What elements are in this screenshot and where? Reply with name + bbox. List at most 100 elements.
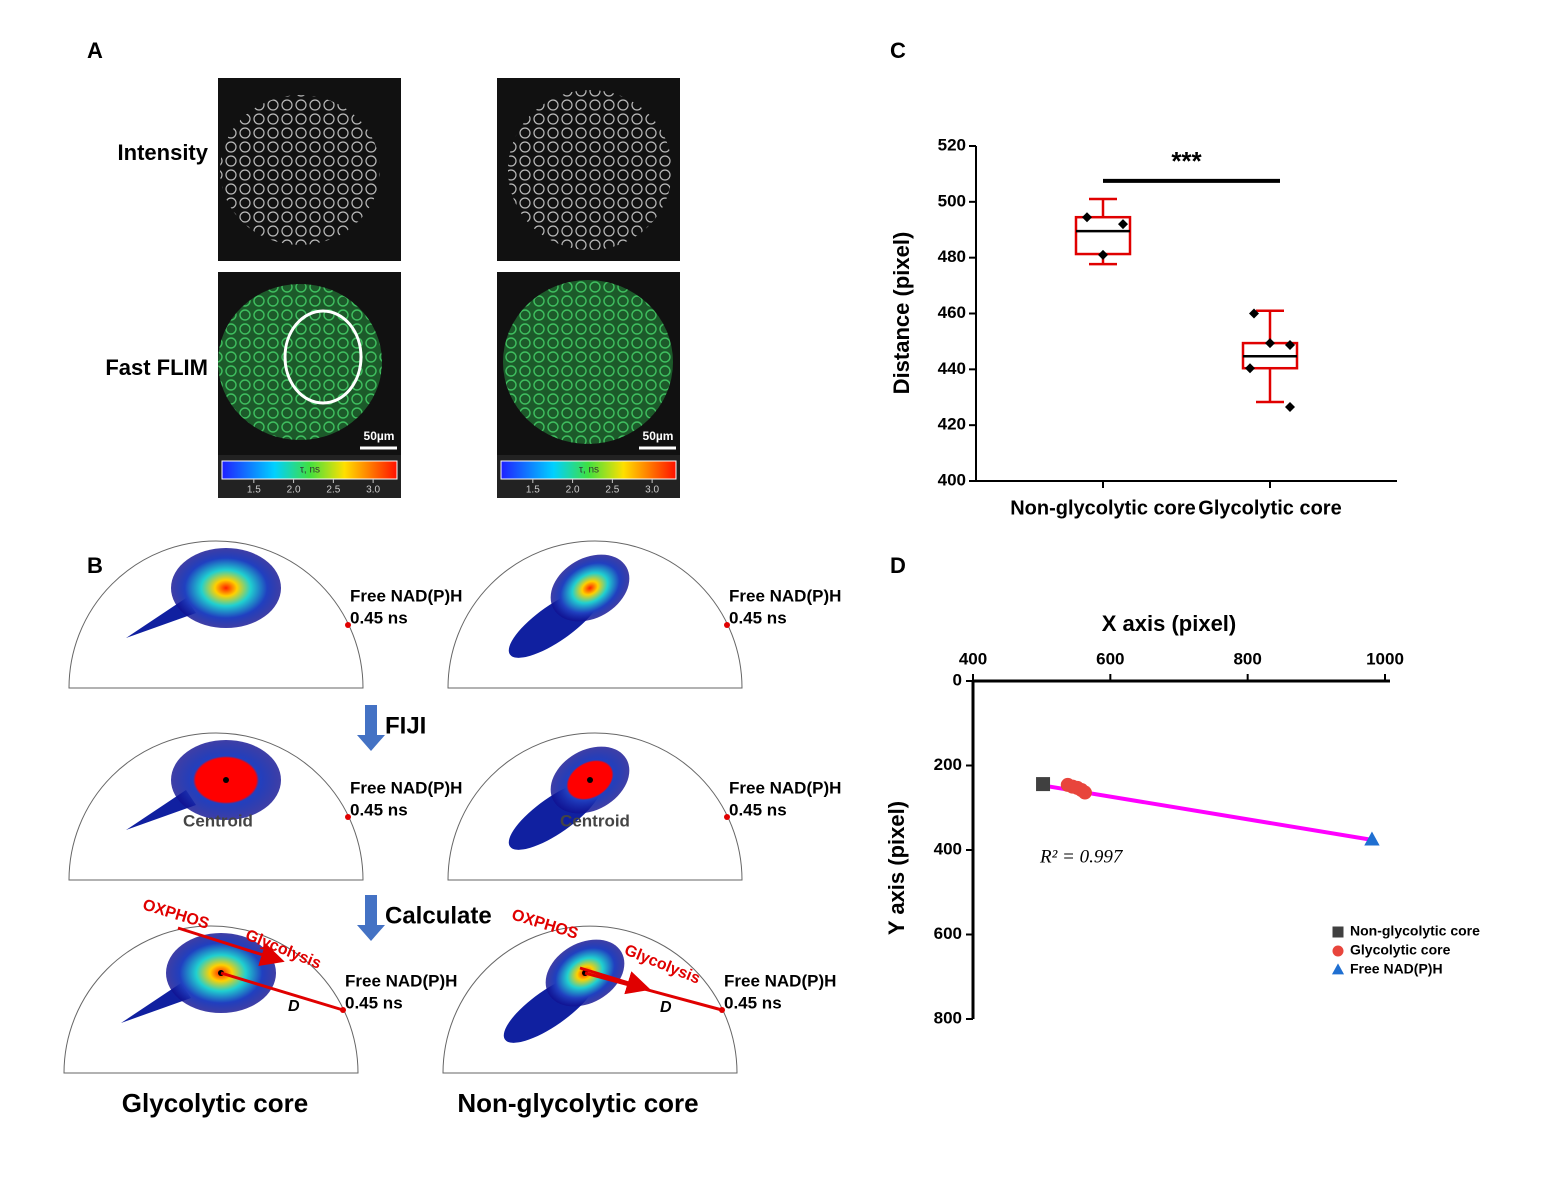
y-tick-label: 500 [938, 191, 966, 210]
oxphos-label: OXPHOS [510, 907, 581, 943]
free-lifetime: 0.45 ns [345, 993, 403, 1012]
panel-label: D [890, 553, 906, 578]
distance-line [220, 971, 344, 1012]
centroid [587, 777, 593, 783]
free-point [345, 814, 351, 820]
free-label: Free NAD(P)H [724, 971, 836, 990]
legend-marker [1332, 945, 1344, 957]
free-label: Free NAD(P)H [350, 778, 462, 797]
y-tick-label: 420 [938, 415, 966, 434]
direction-arrow [579, 966, 651, 995]
phasor-cloud [171, 548, 281, 628]
step-label: Calculate [385, 902, 492, 929]
distance-label: D [660, 999, 672, 1016]
row-label: Fast FLIM [105, 355, 208, 380]
colorbar-tick-label: 2.0 [287, 485, 301, 496]
free-label: Free NAD(P)H [345, 971, 457, 990]
free-label: Free NAD(P)H [729, 778, 841, 797]
x-tick-label: Glycolytic core [1198, 497, 1341, 519]
free-lifetime: 0.45 ns [724, 993, 782, 1012]
y-tick-label: 400 [938, 470, 966, 489]
centroid-label: Centroid [183, 811, 253, 830]
colorbar-tick-label: 1.5 [526, 485, 540, 496]
colorbar-tick-label: 2.5 [326, 485, 340, 496]
colorbar-tick-label: 1.5 [247, 485, 261, 496]
x-tick-label: 800 [1233, 649, 1261, 668]
y-tick-label: 440 [938, 359, 966, 378]
y-tick-label: 0 [953, 670, 962, 689]
step-arrow [357, 895, 385, 941]
free-label: Free NAD(P)H [729, 586, 841, 605]
oxphos-label: OXPHOS [141, 897, 212, 933]
distance-label: D [288, 998, 300, 1015]
fit-line [1039, 782, 1373, 842]
y-tick-label: 800 [934, 1008, 962, 1027]
semicircle [63, 925, 359, 1074]
step-arrow [357, 705, 385, 751]
x-axis-label: X axis (pixel) [1102, 611, 1237, 636]
y-axis-label: Y axis (pixel) [884, 801, 909, 935]
free-lifetime: 0.45 ns [350, 800, 408, 819]
legend-marker [1332, 926, 1344, 938]
y-tick-label: 520 [938, 135, 966, 154]
data-point [1098, 249, 1108, 260]
y-axis-label: Distance (pixel) [889, 232, 914, 395]
y-tick-label: 200 [934, 755, 962, 774]
x-tick-label: Non-glycolytic core [1010, 497, 1196, 519]
centroid [223, 777, 229, 783]
data-point [1249, 308, 1259, 319]
microscopy-images [218, 78, 680, 455]
data-point [1265, 338, 1275, 349]
free-point [724, 814, 730, 820]
colorbar-tick-label: 2.0 [566, 485, 580, 496]
data-point [1082, 212, 1092, 223]
centroid-label: Centroid [560, 811, 630, 830]
phasor-cloud [550, 554, 630, 622]
data-point [1118, 219, 1128, 230]
scale-bar-label: 50µm [364, 429, 395, 443]
colorbar [500, 460, 677, 480]
y-tick-label: 600 [934, 924, 962, 943]
data-point [1285, 402, 1295, 413]
legend-label: Free NAD(P)H [1350, 961, 1443, 977]
semicircle [68, 540, 364, 689]
x-tick-label: 1000 [1366, 649, 1404, 668]
free-point [345, 622, 351, 628]
legend-label: Non-glycolytic core [1350, 923, 1480, 939]
glycolysis-label: Glycolysis [622, 942, 703, 988]
colorbar-tick-label: 3.0 [645, 485, 659, 496]
colorbar-title: τ, ns [300, 465, 320, 476]
free-label: Free NAD(P)H [350, 586, 462, 605]
phasor-plots: Free NAD(P)H 0.45 ns Free NAD(P)H 0.45 ns Fr… [63, 540, 841, 1074]
colorbar-tick-label: 3.0 [366, 485, 380, 496]
marker [1364, 831, 1380, 846]
semicircle [447, 732, 743, 881]
free-lifetime: 0.45 ns [729, 608, 787, 627]
distance-line [584, 971, 723, 1012]
semicircle [447, 540, 743, 689]
panel-label: A [87, 38, 103, 63]
step-label: FIJI [385, 712, 426, 739]
y-tick-label: 460 [938, 303, 966, 322]
row-label: Intensity [118, 140, 209, 165]
significance-label: *** [1171, 146, 1202, 176]
colorbar [221, 460, 398, 480]
x-tick-label: 600 [1096, 649, 1124, 668]
colorbar-tick-label: 2.5 [605, 485, 619, 496]
column-label: Non-glycolytic core [457, 1088, 698, 1118]
y-tick-label: 480 [938, 247, 966, 266]
semicircle [442, 925, 738, 1074]
semicircle [68, 732, 364, 881]
free-point [724, 622, 730, 628]
legend-marker [1331, 963, 1345, 975]
x-tick-label: 400 [959, 649, 987, 668]
marker [1077, 785, 1092, 800]
y-tick-label: 400 [934, 839, 962, 858]
scale-bar-label: 50µm [643, 429, 674, 443]
data-point [1285, 340, 1295, 351]
free-lifetime: 0.45 ns [729, 800, 787, 819]
column-label: Glycolytic core [122, 1088, 308, 1118]
annotation: R² = 0.997 [1039, 846, 1124, 867]
free-lifetime: 0.45 ns [350, 608, 408, 627]
